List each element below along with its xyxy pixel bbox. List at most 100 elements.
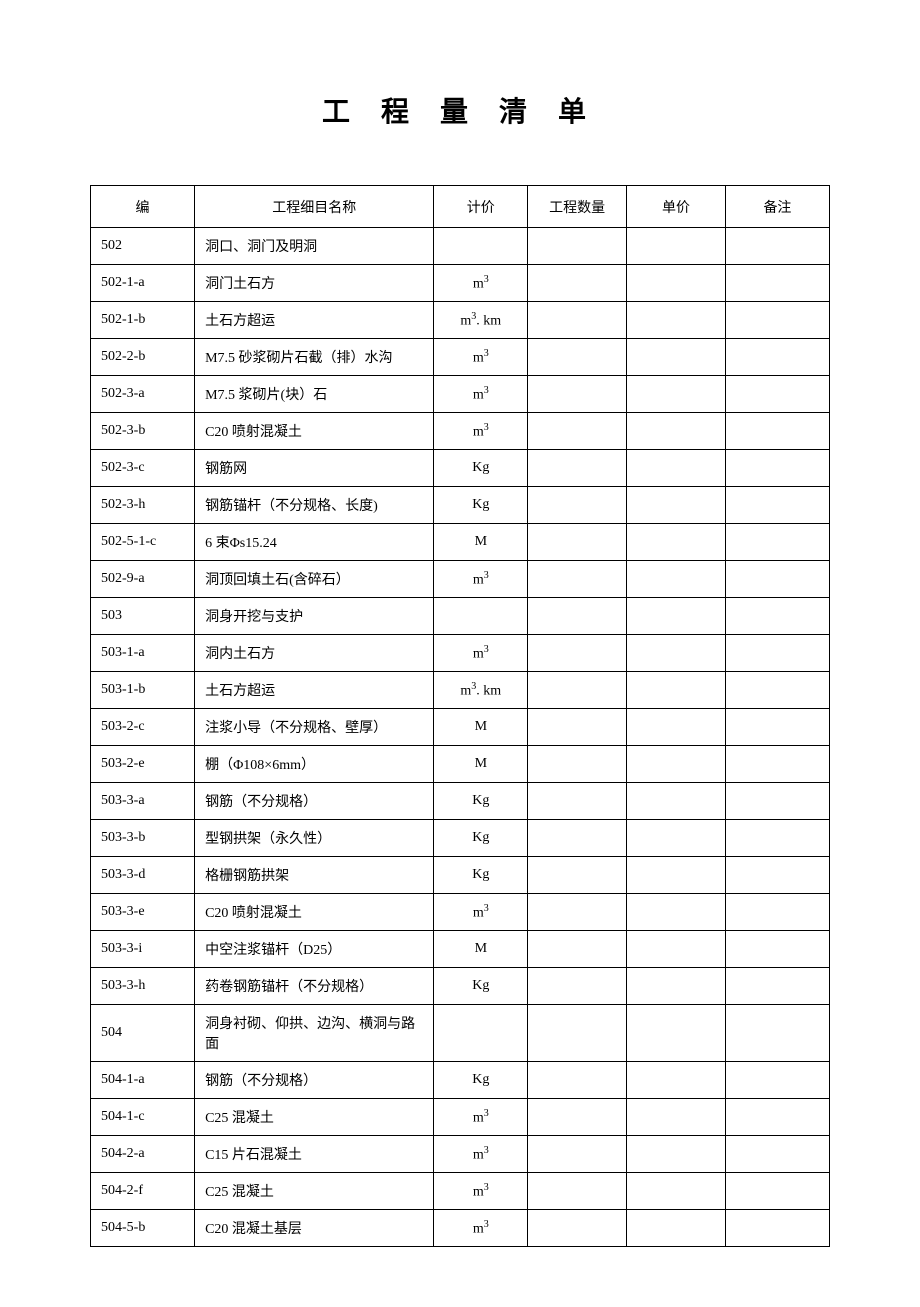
quantity-bill-table: 编 工程细目名称 计价 工程数量 单价 备注 502洞口、洞门及明洞502-1-… xyxy=(90,185,830,1247)
table-row: 503-3-i中空注浆锚杆（D25）M xyxy=(91,931,830,968)
cell-code: 503 xyxy=(91,598,195,635)
header-price: 单价 xyxy=(627,186,726,228)
cell-quantity xyxy=(528,1062,627,1099)
cell-quantity xyxy=(528,450,627,487)
cell-quantity xyxy=(528,376,627,413)
table-row: 502-9-a洞顶回填土石(含碎石）m3 xyxy=(91,561,830,598)
cell-quantity xyxy=(528,635,627,672)
cell-name: 洞口、洞门及明洞 xyxy=(195,228,434,265)
header-code: 编 xyxy=(91,186,195,228)
cell-unit: Kg xyxy=(434,857,528,894)
table-row: 503-3-eC20 喷射混凝土m3 xyxy=(91,894,830,931)
cell-price xyxy=(627,1173,726,1210)
cell-unit: m3 xyxy=(434,1210,528,1247)
cell-remark xyxy=(725,968,829,1005)
table-row: 502-3-h钢筋锚杆（不分规格、长度)Kg xyxy=(91,487,830,524)
cell-quantity xyxy=(528,561,627,598)
cell-remark xyxy=(725,931,829,968)
header-unit: 计价 xyxy=(434,186,528,228)
table-row: 504-2-fC25 混凝土m3 xyxy=(91,1173,830,1210)
cell-quantity xyxy=(528,857,627,894)
cell-code: 502-5-1-c xyxy=(91,524,195,561)
header-remark: 备注 xyxy=(725,186,829,228)
cell-unit: Kg xyxy=(434,820,528,857)
cell-price xyxy=(627,265,726,302)
cell-price xyxy=(627,746,726,783)
table-row: 504-1-cC25 混凝土m3 xyxy=(91,1099,830,1136)
table-row: 504-1-a钢筋（不分规格）Kg xyxy=(91,1062,830,1099)
cell-code: 502-3-h xyxy=(91,487,195,524)
table-row: 503-3-b型钢拱架（永久性）Kg xyxy=(91,820,830,857)
cell-name: 钢筋锚杆（不分规格、长度) xyxy=(195,487,434,524)
cell-unit: m3 xyxy=(434,265,528,302)
cell-remark xyxy=(725,450,829,487)
cell-remark xyxy=(725,857,829,894)
cell-price xyxy=(627,487,726,524)
cell-code: 504-2-f xyxy=(91,1173,195,1210)
cell-remark xyxy=(725,783,829,820)
cell-code: 503-3-e xyxy=(91,894,195,931)
table-row: 504洞身衬砌、仰拱、边沟、横洞与路面 xyxy=(91,1005,830,1062)
cell-unit: M xyxy=(434,746,528,783)
cell-remark xyxy=(725,1173,829,1210)
cell-unit: m3 xyxy=(434,635,528,672)
cell-price xyxy=(627,1210,726,1247)
table-row: 502-5-1-c6 束Φs15.24M xyxy=(91,524,830,561)
cell-price xyxy=(627,228,726,265)
cell-price xyxy=(627,413,726,450)
cell-price xyxy=(627,450,726,487)
cell-name: 洞身开挖与支护 xyxy=(195,598,434,635)
cell-code: 503-3-b xyxy=(91,820,195,857)
cell-price xyxy=(627,1099,726,1136)
cell-name: C15 片石混凝土 xyxy=(195,1136,434,1173)
cell-unit: Kg xyxy=(434,450,528,487)
cell-unit: m3 xyxy=(434,1099,528,1136)
cell-name: 钢筋（不分规格） xyxy=(195,1062,434,1099)
cell-unit: Kg xyxy=(434,968,528,1005)
cell-code: 502-3-c xyxy=(91,450,195,487)
cell-name: 洞门土石方 xyxy=(195,265,434,302)
cell-quantity xyxy=(528,1173,627,1210)
cell-quantity xyxy=(528,302,627,339)
cell-quantity xyxy=(528,487,627,524)
cell-price xyxy=(627,524,726,561)
cell-unit xyxy=(434,1005,528,1062)
cell-code: 503-1-b xyxy=(91,672,195,709)
cell-unit: m3 xyxy=(434,1173,528,1210)
cell-price xyxy=(627,709,726,746)
cell-price xyxy=(627,1062,726,1099)
cell-quantity xyxy=(528,524,627,561)
table-row: 504-5-bC20 混凝土基层m3 xyxy=(91,1210,830,1247)
table-row: 502-1-b土石方超运m3. km xyxy=(91,302,830,339)
cell-quantity xyxy=(528,1099,627,1136)
cell-remark xyxy=(725,228,829,265)
cell-price xyxy=(627,1136,726,1173)
cell-code: 502-1-b xyxy=(91,302,195,339)
cell-name: 棚（Φ108×6mm） xyxy=(195,746,434,783)
table-row: 502-3-aM7.5 浆砌片(块）石m3 xyxy=(91,376,830,413)
cell-remark xyxy=(725,302,829,339)
cell-quantity xyxy=(528,598,627,635)
cell-unit: Kg xyxy=(434,783,528,820)
cell-unit: M xyxy=(434,709,528,746)
cell-name: 中空注浆锚杆（D25） xyxy=(195,931,434,968)
cell-remark xyxy=(725,265,829,302)
cell-name: C25 混凝土 xyxy=(195,1099,434,1136)
cell-quantity xyxy=(528,783,627,820)
cell-quantity xyxy=(528,339,627,376)
cell-remark xyxy=(725,1099,829,1136)
cell-remark xyxy=(725,1136,829,1173)
cell-remark xyxy=(725,487,829,524)
table-row: 503-1-b土石方超运m3. km xyxy=(91,672,830,709)
cell-quantity xyxy=(528,746,627,783)
cell-unit xyxy=(434,228,528,265)
cell-unit xyxy=(434,598,528,635)
cell-quantity xyxy=(528,672,627,709)
cell-unit: m3 xyxy=(434,561,528,598)
cell-name: 药卷钢筋锚杆（不分规格） xyxy=(195,968,434,1005)
table-row: 502-3-c钢筋网Kg xyxy=(91,450,830,487)
cell-name: 型钢拱架（永久性） xyxy=(195,820,434,857)
cell-code: 504 xyxy=(91,1005,195,1062)
cell-code: 503-2-e xyxy=(91,746,195,783)
cell-remark xyxy=(725,746,829,783)
